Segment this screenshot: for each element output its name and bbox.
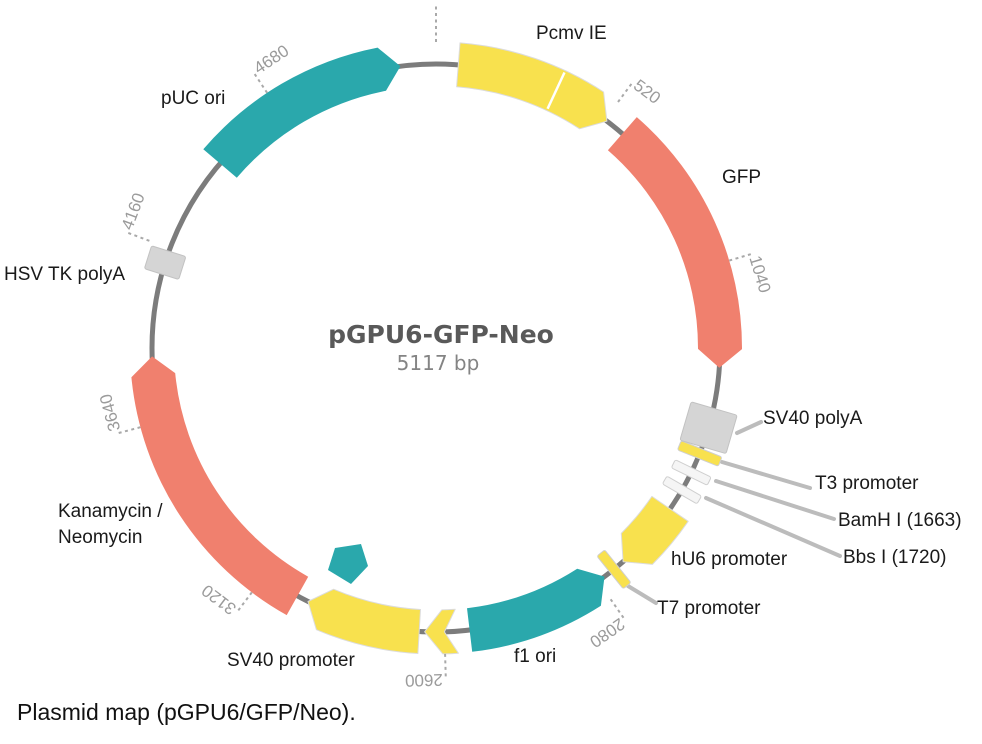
feature-band-bamh-i-1663	[671, 459, 712, 486]
leader-line-sv40-polya	[735, 420, 763, 435]
feature-band-bbs-i-1720	[662, 476, 702, 504]
feature-arc-kanamycin-neomycin	[131, 356, 309, 616]
tick-label-2080: 2080	[586, 614, 628, 651]
plasmid-size-label: 5117 bp	[396, 351, 480, 375]
feature-label-sv40-polya: SV40 polyA	[763, 408, 863, 429]
tick-label-3120: 3120	[198, 581, 240, 619]
feature-label-f1-ori: f1 ori	[514, 646, 557, 667]
feature-arc-small-arrow	[424, 608, 459, 655]
feature-label-t3-promoter: T3 promoter	[815, 473, 919, 494]
tick-dash-520	[617, 82, 634, 103]
feature-label-gfp: GFP	[722, 167, 762, 188]
tick-label-4160: 4160	[118, 190, 149, 232]
tick-4160: 4160	[118, 190, 150, 242]
feature-label-hu6-promoter: hU6 promoter	[671, 549, 788, 570]
tick-dash-1040	[728, 252, 753, 262]
plasmid-map-canvas: 520 1040 2080 2600 3120 3640 4160 4680	[96, 6, 842, 690]
tick-dash-4160	[126, 231, 150, 242]
feature-arc-puc-ori	[203, 47, 401, 178]
tick-dash-2600	[444, 653, 447, 678]
tick-label-520: 520	[630, 76, 664, 108]
tick-dash-3640	[116, 426, 141, 435]
tick-label-1040: 1040	[745, 253, 774, 295]
tick-label-4680: 4680	[250, 41, 292, 78]
tick-520: 520	[617, 76, 664, 108]
feature-label-pcmv-ie: Pcmv IE	[536, 23, 607, 44]
feature-arc-f1-ori	[467, 568, 605, 652]
feature-label-bbs-site: Bbs I (1720)	[843, 547, 947, 568]
tick-dash-4680	[253, 72, 268, 94]
leader-line-bamh-site	[714, 479, 836, 521]
feature-band-t7-promoter	[597, 550, 631, 589]
feature-label-hsv-tk-polya: HSV TK polyA	[4, 264, 126, 285]
feature-label-sv40-promoter: SV40 promoter	[227, 650, 355, 671]
tick-2600: 2600	[405, 653, 447, 690]
feature-box-sv40-polya	[679, 401, 738, 454]
leader-line-bbs-site	[704, 496, 842, 558]
feature-band-rect-bamh-i-1663	[671, 459, 712, 486]
feature-band-rect-bbs-i-1720	[662, 476, 702, 504]
feature-divider-pcmv-ie	[546, 71, 566, 110]
feature-arc-pcmv-ie	[456, 42, 608, 130]
tick-dash-2080	[609, 598, 626, 620]
pentagon-marker	[328, 544, 368, 584]
feature-box-hsv-tk-polya	[144, 245, 186, 280]
feature-band-rect-t3-promoter	[677, 440, 722, 467]
tick-dash-3120	[236, 591, 253, 613]
feature-arc-sv40-promoter	[307, 588, 421, 654]
feature-arc-hu6-promoter	[620, 495, 689, 565]
feature-arc-gfp	[607, 117, 743, 368]
leader-line-t3-promoter	[720, 460, 812, 490]
feature-label-kanamycin-neomycin: Kanamycin / Neomycin	[58, 501, 163, 548]
leader-line-t7-promoter	[626, 584, 658, 605]
feature-label-bamh-site: BamH I (1663)	[838, 510, 962, 531]
feature-label-puc-ori: pUC ori	[161, 88, 226, 109]
tick-label-2600: 2600	[405, 670, 443, 690]
feature-band-t3-promoter	[677, 440, 722, 467]
plasmid-title: pGPU6-GFP-Neo	[328, 320, 554, 349]
feature-box-rect-hsv-tk-polya	[144, 245, 186, 280]
feature-label-t7-promoter: T7 promoter	[657, 598, 761, 619]
feature-box-rect-sv40-polya	[679, 401, 738, 454]
tick-label-3640: 3640	[96, 392, 124, 433]
figure-caption: Plasmid map (pGPU6/GFP/Neo).	[17, 699, 356, 725]
feature-band-rect-t7-promoter	[597, 550, 631, 589]
